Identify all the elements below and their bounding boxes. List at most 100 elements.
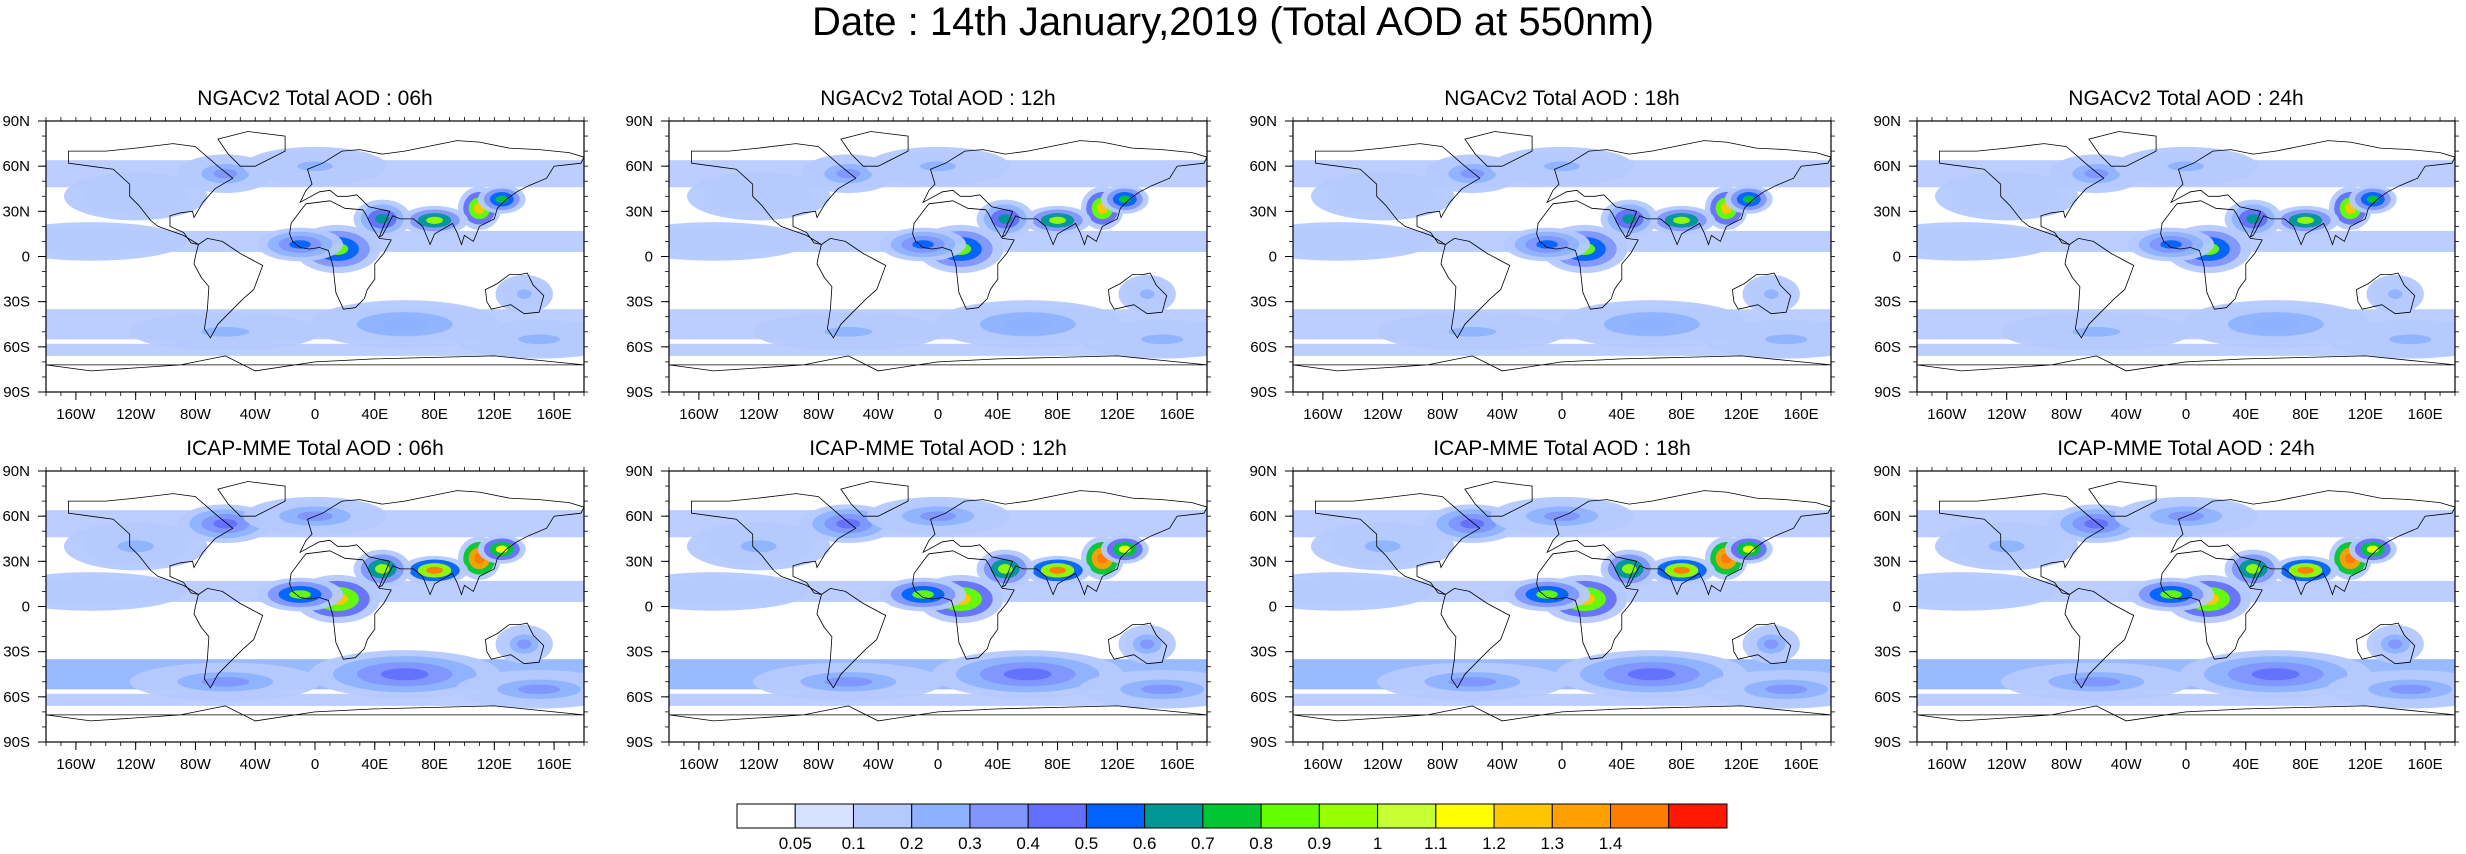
y-tick-label: 30N [1873, 553, 1901, 570]
aod-contour [2084, 518, 2109, 529]
x-tick-label: 40W [2111, 756, 2143, 773]
colorbar-label: 0.1 [842, 834, 866, 853]
aod-contour [2388, 289, 2403, 299]
coastline [816, 237, 887, 339]
y-tick-label: 90N [1873, 113, 1901, 130]
aod-contour [213, 518, 238, 529]
y-tick-label: 60S [626, 339, 653, 356]
colorbar-swatch [1318, 803, 1379, 829]
aod-contour [1448, 676, 1497, 687]
aod-contour [1049, 216, 1066, 224]
aod-contour [289, 240, 311, 249]
x-tick-label: 0 [311, 756, 319, 773]
x-tick-label: 160W [679, 756, 719, 773]
x-tick-label: 80E [1044, 406, 1071, 423]
aod-contour [518, 684, 561, 695]
coastline [912, 200, 1015, 310]
map-panel: NGACv2 Total AOD : 12h 160W 120W 80W 40W 0 40E… [623, 87, 1218, 430]
aod-contour [2246, 564, 2261, 574]
colorbar-swatch [1493, 803, 1553, 829]
panel-title: NGACv2 Total AOD : 12h [820, 87, 1056, 110]
x-tick-label: 80E [421, 406, 448, 423]
colorbar-label: 0.2 [900, 834, 924, 853]
coastline [2064, 587, 2135, 689]
coastline [68, 143, 234, 245]
aod-contour [912, 240, 934, 249]
x-tick-label: 0 [934, 756, 942, 773]
aod-contour [517, 639, 532, 649]
aod-field [669, 121, 1207, 392]
x-tick-label: 160E [2408, 756, 2443, 773]
aod-contour [1460, 168, 1485, 179]
x-tick-label: 160E [1160, 756, 1195, 773]
y-tick-label: 30S [1874, 644, 1901, 661]
map-panel: ICAP-MME Total AOD : 06h 160W 120W 80W 40W 0 4… [0, 437, 595, 780]
colorbar-swatch [1085, 803, 1146, 829]
coastline [1939, 143, 2105, 245]
y-tick-label: 60S [3, 339, 30, 356]
aod-contour [1313, 586, 1362, 597]
map-svg: 160W 120W 80W 40W 0 40E 80E 120E 160E 90N 60N 30N 0 3… [625, 113, 1211, 423]
y-tick-label: 60S [1250, 339, 1277, 356]
x-tick-label: 80W [2051, 756, 2083, 773]
coastline [840, 481, 909, 517]
y-tick-label: 30N [625, 553, 653, 570]
colorbar-label: 0.3 [958, 834, 982, 853]
aod-contour [201, 326, 250, 337]
aod-contour [213, 168, 238, 179]
coastline [68, 493, 234, 595]
x-tick-label: 160E [1784, 756, 1819, 773]
coastline [1315, 493, 1481, 595]
y-tick-label: 90S [3, 384, 30, 401]
aod-contour [380, 318, 429, 331]
aod-contour [1764, 639, 1779, 649]
colorbar-label: 1.4 [1599, 834, 1623, 853]
x-tick-label: 40W [240, 406, 272, 423]
y-tick-label: 30S [3, 644, 30, 661]
x-tick-label: 40W [2111, 406, 2143, 423]
y-tick-label: 60N [1873, 508, 1901, 525]
map-svg: 160W 120W 80W 40W 0 40E 80E 120E 160E 90N 60N 30N 0 3… [1249, 113, 1835, 423]
y-tick-label: 90N [2, 463, 30, 480]
aod-contour [1988, 540, 2025, 553]
colorbar-swatch [1551, 803, 1612, 829]
aod-contour [1049, 566, 1066, 574]
x-tick-label: 40E [984, 406, 1011, 423]
aod-contour [740, 190, 777, 203]
aod-field [1917, 471, 2455, 742]
y-tick-label: 90S [1874, 384, 1901, 401]
aod-field [1293, 471, 1831, 742]
x-tick-label: 40E [1608, 756, 1635, 773]
colorbar-label: 0.8 [1249, 834, 1273, 853]
colorbar-label: 0.7 [1191, 834, 1215, 853]
aod-contour [2389, 334, 2432, 345]
y-tick-label: 90S [626, 384, 653, 401]
x-tick-label: 160W [1303, 756, 1343, 773]
map-svg: 160W 120W 80W 40W 0 40E 80E 120E 160E 90N 60N 30N 0 3… [2, 113, 588, 423]
x-tick-label: 160W [679, 406, 719, 423]
y-tick-label: 90N [1249, 113, 1277, 130]
aod-contour [1536, 590, 1558, 599]
x-tick-label: 120E [2348, 406, 2383, 423]
aod-contour [998, 564, 1013, 574]
coastline [2355, 622, 2416, 665]
y-tick-label: 30N [1873, 203, 1901, 220]
colorbar-swatch [794, 803, 854, 829]
colorbar-swatch [1144, 803, 1204, 829]
x-tick-label: 80E [421, 756, 448, 773]
x-tick-label: 40W [240, 756, 272, 773]
map-svg: 160W 120W 80W 40W 0 40E 80E 120E 160E 90N 60N 30N 0 3… [625, 463, 1211, 773]
aod-contour [1627, 668, 1676, 681]
colorbar-label: 0.05 [779, 834, 812, 853]
aod-contour [1364, 540, 1401, 553]
aod-contour [1764, 289, 1779, 299]
map-panel: ICAP-MME Total AOD : 24h 160W 120W 80W 40W 0 4… [1871, 437, 2466, 780]
aod-contour [912, 590, 934, 599]
x-tick-label: 120W [1987, 756, 2027, 773]
map-svg: 160W 120W 80W 40W 0 40E 80E 120E 160E 90N 60N 30N 0 3… [2, 463, 588, 773]
coastline [2088, 481, 2157, 517]
aod-contour [2084, 168, 2109, 179]
colorbar-label: 0.6 [1133, 834, 1157, 853]
aod-contour [689, 236, 738, 247]
aod-contour [517, 289, 532, 299]
